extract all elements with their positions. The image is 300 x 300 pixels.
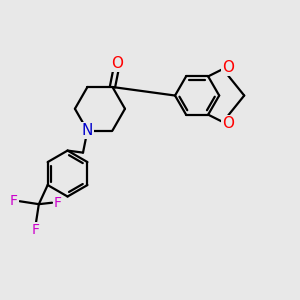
Text: F: F	[32, 223, 40, 237]
Text: O: O	[222, 60, 234, 75]
Text: F: F	[54, 196, 62, 210]
Text: O: O	[222, 116, 234, 131]
Text: O: O	[111, 56, 123, 71]
Text: F: F	[10, 194, 18, 208]
Text: N: N	[82, 123, 93, 138]
